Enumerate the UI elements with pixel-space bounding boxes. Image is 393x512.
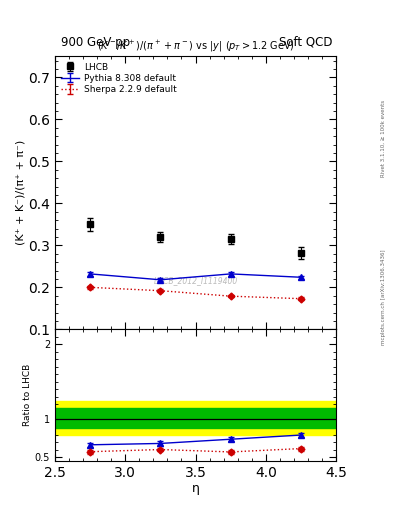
Text: mcplots.cern.ch [arXiv:1306.3436]: mcplots.cern.ch [arXiv:1306.3436] [381, 249, 386, 345]
Text: LHCB_2012_I1119400: LHCB_2012_I1119400 [153, 275, 238, 285]
Legend: LHCB, Pythia 8.308 default, Sherpa 2.2.9 default: LHCB, Pythia 8.308 default, Sherpa 2.2.9… [59, 61, 178, 96]
Text: Rivet 3.1.10, ≥ 100k events: Rivet 3.1.10, ≥ 100k events [381, 100, 386, 177]
Y-axis label: Ratio to LHCB: Ratio to LHCB [23, 364, 32, 426]
Bar [55, 408, 336, 429]
Text: Soft QCD: Soft QCD [279, 36, 332, 49]
X-axis label: η: η [191, 482, 200, 496]
Bar [55, 401, 336, 435]
Text: $(K^-/K^+)/(\pi^++\pi^-)$ vs $|y|$ ($p_T > 1.2$ GeV): $(K^-/K^+)/(\pi^++\pi^-)$ vs $|y|$ ($p_T… [97, 38, 294, 54]
Y-axis label: (K⁺ + K⁻)/(π⁺ + π⁻): (K⁺ + K⁻)/(π⁺ + π⁻) [15, 140, 26, 245]
Text: 900 GeV pp: 900 GeV pp [61, 36, 130, 49]
